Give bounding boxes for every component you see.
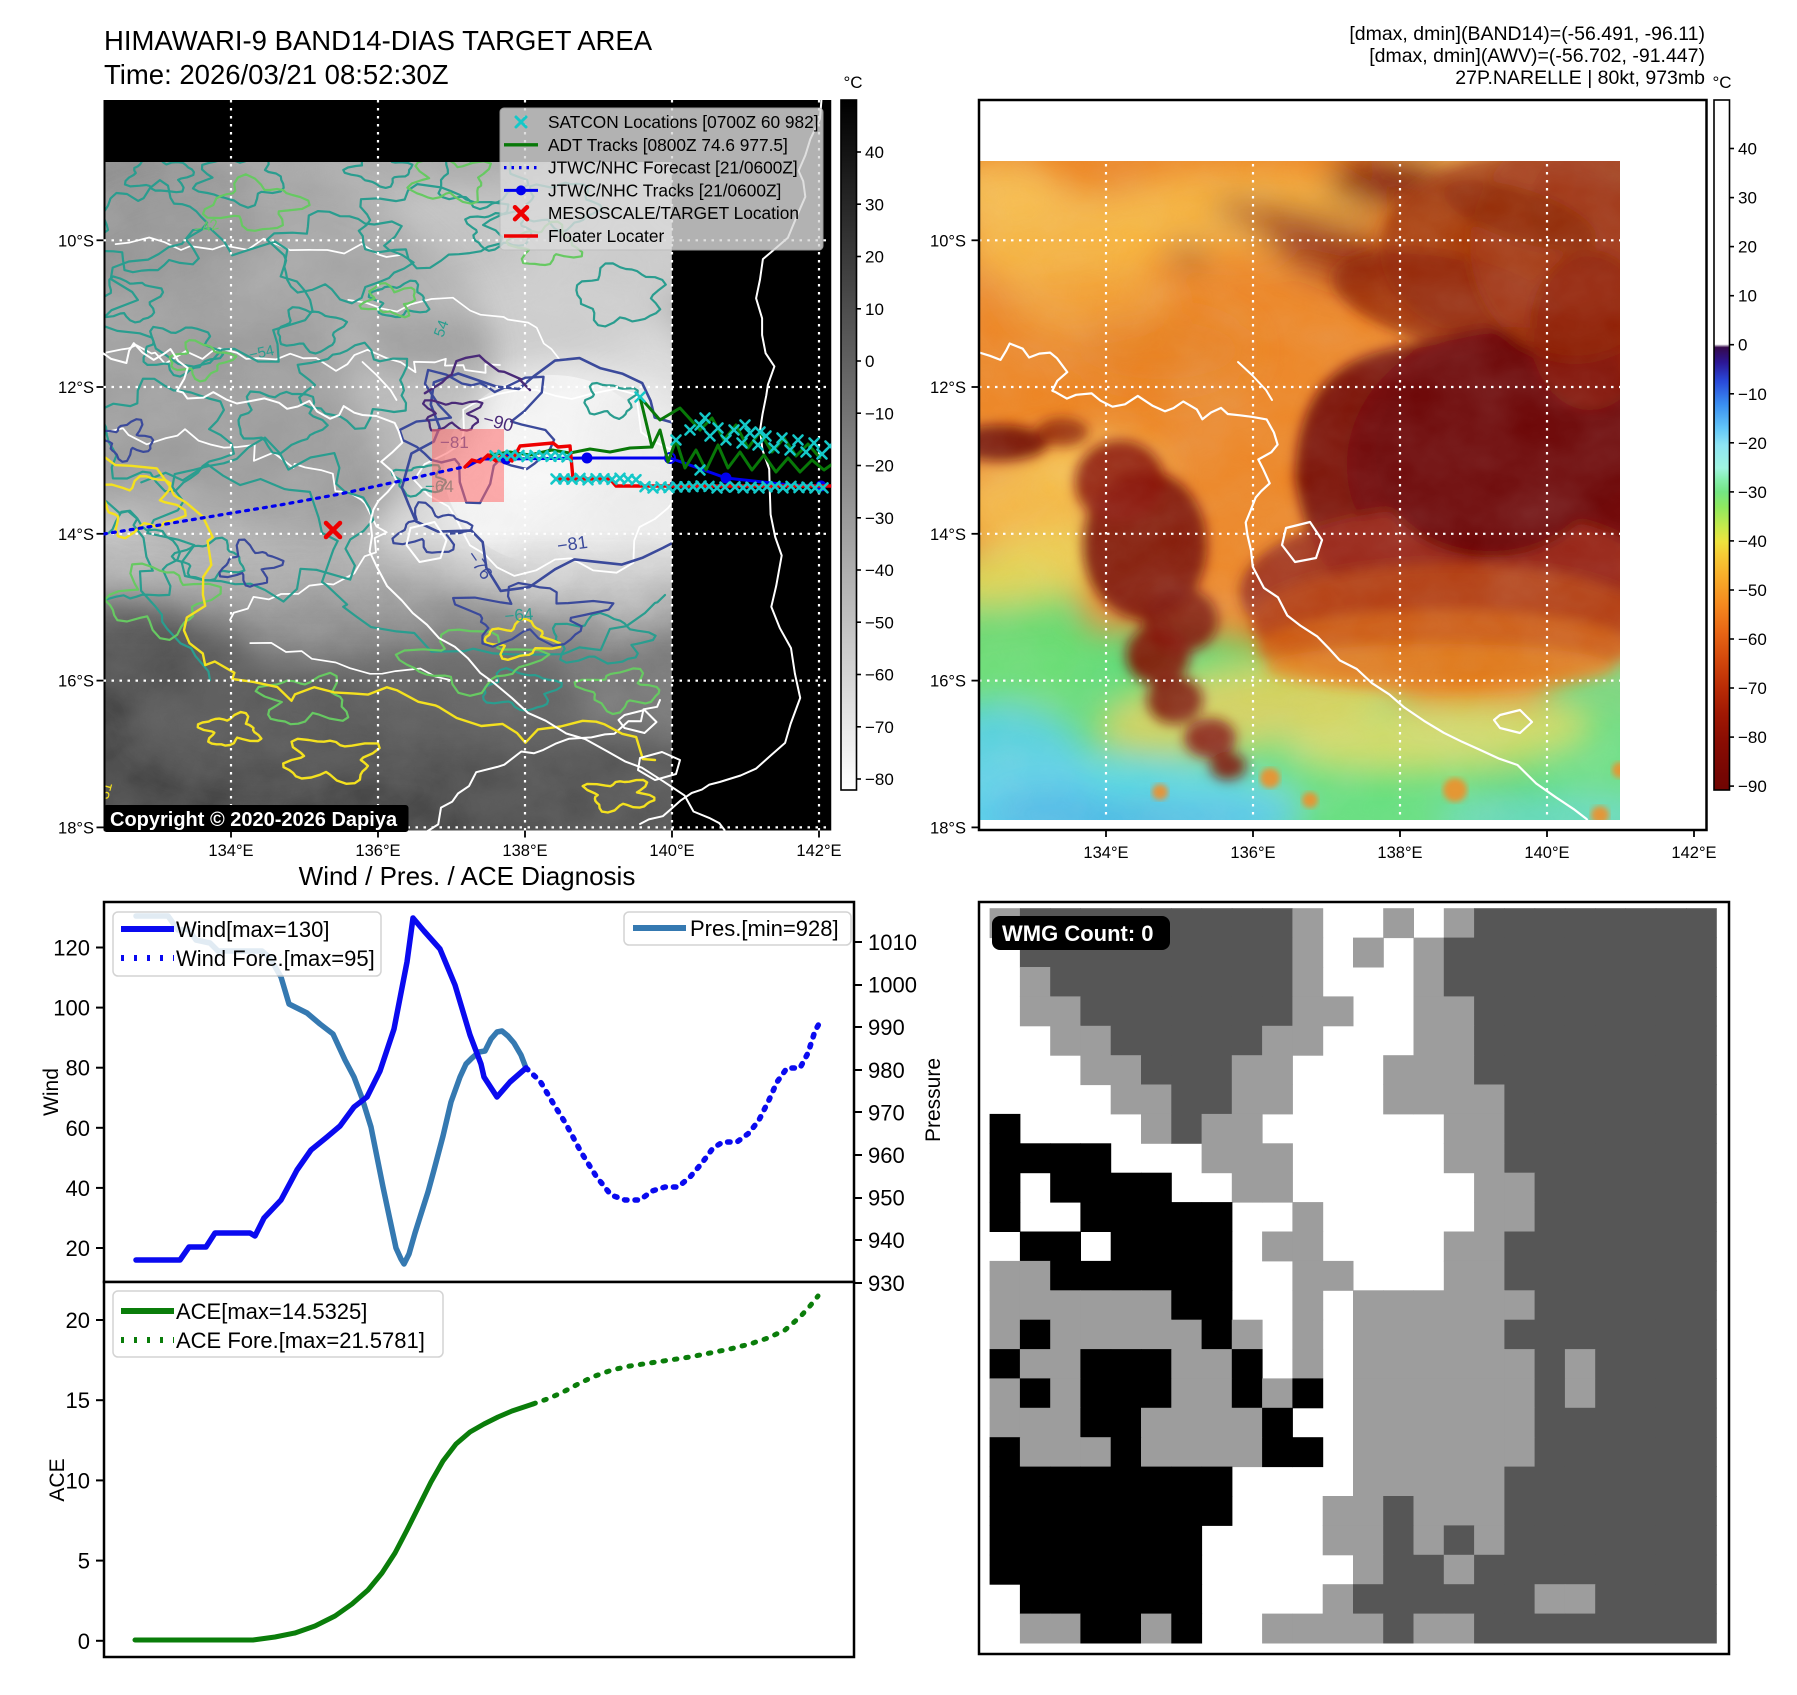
svg-text:10°S: 10°S bbox=[58, 232, 94, 250]
svg-text:80: 80 bbox=[66, 1056, 90, 1081]
svg-text:−20: −20 bbox=[1738, 434, 1767, 453]
svg-text:14°S: 14°S bbox=[58, 526, 94, 544]
svg-text:142°E: 142°E bbox=[796, 842, 841, 860]
svg-text:0: 0 bbox=[78, 1629, 90, 1654]
svg-text:16°S: 16°S bbox=[58, 673, 94, 691]
svg-text:10°S: 10°S bbox=[930, 232, 966, 250]
svg-text:Pres.[min=928]: Pres.[min=928] bbox=[690, 916, 839, 941]
svg-text:Wind[max=130]: Wind[max=130] bbox=[176, 917, 329, 942]
svg-text:−20: −20 bbox=[865, 457, 894, 476]
svg-text:20: 20 bbox=[865, 248, 884, 267]
svg-text:ADT Tracks [0800Z 74.6 977.5]: ADT Tracks [0800Z 74.6 977.5] bbox=[548, 135, 788, 155]
svg-text:−90: −90 bbox=[1738, 777, 1767, 796]
svg-text:15: 15 bbox=[66, 1388, 90, 1413]
svg-text:20: 20 bbox=[1738, 238, 1757, 257]
svg-text:−40: −40 bbox=[1738, 532, 1767, 551]
svg-text:930: 930 bbox=[868, 1271, 905, 1296]
svg-text:Floater Locater: Floater Locater bbox=[548, 226, 664, 246]
svg-text:−10: −10 bbox=[865, 404, 894, 423]
svg-text:30: 30 bbox=[1738, 189, 1757, 208]
svg-text:134°E: 134°E bbox=[1083, 844, 1128, 862]
svg-text:−70: −70 bbox=[865, 718, 894, 737]
svg-text:−40: −40 bbox=[865, 561, 894, 580]
svg-text:16°S: 16°S bbox=[930, 673, 966, 691]
svg-text:0: 0 bbox=[865, 352, 874, 371]
svg-text:ACE Fore.[max=21.5781]: ACE Fore.[max=21.5781] bbox=[176, 1328, 425, 1353]
svg-text:−70: −70 bbox=[1738, 679, 1767, 698]
svg-text:27P.NARELLE | 80kt, 973mb: 27P.NARELLE | 80kt, 973mb bbox=[1455, 67, 1705, 89]
svg-text:136°E: 136°E bbox=[1230, 844, 1275, 862]
svg-text:Copyright © 2020-2026 Dapiya: Copyright © 2020-2026 Dapiya bbox=[110, 809, 398, 831]
svg-text:140°E: 140°E bbox=[649, 842, 694, 860]
svg-text:ACE[max=14.5325]: ACE[max=14.5325] bbox=[176, 1299, 367, 1324]
svg-text:°C: °C bbox=[843, 73, 862, 92]
svg-text:Wind / Pres. / ACE Diagnosis: Wind / Pres. / ACE Diagnosis bbox=[299, 861, 636, 891]
svg-text:−60: −60 bbox=[1738, 630, 1767, 649]
svg-text:136°E: 136°E bbox=[355, 842, 400, 860]
svg-text:138°E: 138°E bbox=[502, 842, 547, 860]
svg-text:31: 31 bbox=[95, 781, 116, 802]
svg-text:−80: −80 bbox=[1738, 728, 1767, 747]
svg-text:−80: −80 bbox=[865, 770, 894, 789]
svg-text:60: 60 bbox=[66, 1116, 90, 1141]
svg-text:HIMAWARI-9 BAND14-DIAS TARGET: HIMAWARI-9 BAND14-DIAS TARGET AREA bbox=[104, 25, 653, 56]
svg-text:54: 54 bbox=[431, 318, 453, 339]
svg-text:−42: −42 bbox=[192, 216, 221, 239]
svg-text:−50: −50 bbox=[865, 613, 894, 632]
svg-text:20: 20 bbox=[66, 1308, 90, 1333]
svg-text:30: 30 bbox=[865, 195, 884, 214]
svg-text:40: 40 bbox=[1738, 140, 1757, 159]
svg-text:970: 970 bbox=[868, 1100, 905, 1125]
svg-text:950: 950 bbox=[868, 1186, 905, 1211]
svg-text:−64: −64 bbox=[504, 605, 534, 626]
svg-text:1010: 1010 bbox=[868, 930, 917, 955]
svg-text:MESOSCALE/TARGET Location: MESOSCALE/TARGET Location bbox=[548, 203, 799, 223]
svg-text:0: 0 bbox=[1738, 336, 1747, 355]
svg-text:Time: 2026/03/21 08:52:30Z: Time: 2026/03/21 08:52:30Z bbox=[104, 59, 449, 90]
svg-text:142°E: 142°E bbox=[1671, 844, 1716, 862]
svg-text:12°S: 12°S bbox=[58, 379, 94, 397]
svg-text:[dmax, dmin](BAND14)=(-56.491,: [dmax, dmin](BAND14)=(-56.491, -96.11) bbox=[1349, 23, 1705, 45]
svg-text:10: 10 bbox=[1738, 287, 1757, 306]
svg-text:138°E: 138°E bbox=[1377, 844, 1422, 862]
svg-text:1000: 1000 bbox=[868, 973, 917, 998]
svg-text:40: 40 bbox=[865, 143, 884, 162]
svg-text:120: 120 bbox=[53, 936, 90, 961]
svg-text:10: 10 bbox=[66, 1468, 90, 1493]
svg-text:WMG Count: 0: WMG Count: 0 bbox=[1002, 921, 1154, 946]
svg-text:Pressure: Pressure bbox=[922, 1058, 945, 1142]
svg-text:960: 960 bbox=[868, 1143, 905, 1168]
svg-text:−81: −81 bbox=[556, 532, 589, 556]
svg-text:18°S: 18°S bbox=[930, 819, 966, 837]
svg-text:°C: °C bbox=[1712, 73, 1731, 92]
svg-text:−10: −10 bbox=[1738, 385, 1767, 404]
svg-text:ACE: ACE bbox=[46, 1458, 69, 1501]
svg-text:−60: −60 bbox=[865, 666, 894, 685]
svg-text:JTWC/NHC Forecast [21/0600Z]: JTWC/NHC Forecast [21/0600Z] bbox=[548, 158, 798, 178]
svg-text:5: 5 bbox=[78, 1549, 90, 1574]
svg-text:−30: −30 bbox=[865, 509, 894, 528]
svg-text:−30: −30 bbox=[1738, 483, 1767, 502]
svg-text:140°E: 140°E bbox=[1524, 844, 1569, 862]
svg-text:100: 100 bbox=[53, 996, 90, 1021]
svg-text:20: 20 bbox=[66, 1236, 90, 1261]
svg-text:Wind Fore.[max=95]: Wind Fore.[max=95] bbox=[176, 946, 375, 971]
svg-text:−54: −54 bbox=[247, 342, 275, 364]
svg-text:990: 990 bbox=[868, 1015, 905, 1040]
svg-text:SATCON Locations [0700Z 60 982: SATCON Locations [0700Z 60 982] bbox=[548, 112, 819, 132]
svg-text:980: 980 bbox=[868, 1058, 905, 1083]
svg-text:Wind: Wind bbox=[40, 1068, 63, 1116]
svg-text:14°S: 14°S bbox=[930, 526, 966, 544]
svg-text:18°S: 18°S bbox=[58, 819, 94, 837]
svg-text:134°E: 134°E bbox=[208, 842, 253, 860]
svg-text:10: 10 bbox=[865, 300, 884, 319]
svg-text:JTWC/NHC Tracks [21/0600Z]: JTWC/NHC Tracks [21/0600Z] bbox=[548, 180, 781, 200]
svg-text:40: 40 bbox=[66, 1176, 90, 1201]
svg-text:−50: −50 bbox=[1738, 581, 1767, 600]
svg-text:12°S: 12°S bbox=[930, 379, 966, 397]
svg-text:[dmax, dmin](AWV)=(-56.702, -9: [dmax, dmin](AWV)=(-56.702, -91.447) bbox=[1369, 45, 1705, 67]
svg-text:940: 940 bbox=[868, 1228, 905, 1253]
